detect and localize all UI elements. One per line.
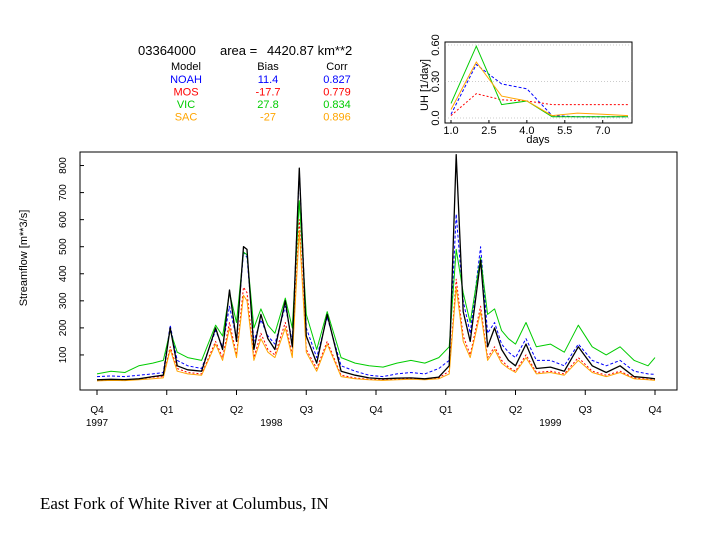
flow-series-lines	[96, 154, 656, 382]
uh-xtick-label-2: 4.0	[519, 125, 534, 137]
uh-line-sac	[450, 61, 629, 117]
uh-ylabel: UH [1/day]	[419, 59, 431, 111]
col-header-model: Model	[171, 61, 201, 73]
flow-xtick-label-5: Q1	[439, 405, 453, 416]
flow-xtick-label-3: Q3	[300, 405, 314, 416]
stats-sac-corr: 0.896	[323, 112, 351, 124]
flow-ytick-label-3: 400	[58, 265, 69, 282]
flow-ytick-label-0: 100	[58, 346, 69, 363]
uh-inset-plot: 1.0 2.5 4.0 5.5 7.0 0.0 0.30 0.60 days UH [1/da…	[419, 34, 633, 146]
flow-year-label-2: 1999	[539, 418, 562, 429]
area-value: 4420.87 km**2	[267, 43, 352, 58]
flow-xtick-label-2: Q2	[230, 405, 244, 416]
stats-mos-corr: 0.779	[323, 87, 351, 99]
flow-line-mos	[96, 219, 656, 382]
flow-xtick-label-8: Q4	[648, 405, 662, 416]
stats-vic-bias: 27.8	[257, 99, 278, 111]
flow-ylabel: Streamflow [m**3/s]	[18, 210, 30, 307]
area-label: area =	[220, 43, 257, 58]
stats-noah-model: NOAH	[170, 74, 202, 86]
flow-ytick-label-2: 300	[58, 292, 69, 309]
stats-rows: NOAH 11.4 0.827 MOS -17.7 0.779 VIC 27.8 0.834 SA…	[170, 74, 351, 124]
flow-line-vic	[96, 200, 656, 375]
flow-xtick-label-0: Q4	[90, 405, 104, 416]
flow-xtick-label-6: Q2	[509, 405, 523, 416]
flow-line-noah	[96, 170, 656, 378]
flow-y-ticks: 100 200 300 400 500 600 700 800	[58, 157, 84, 363]
flow-xtick-label-7: Q3	[579, 405, 593, 416]
stats-sac-model: SAC	[175, 112, 198, 124]
flow-ytick-label-1: 200	[58, 319, 69, 336]
col-header-corr: Corr	[326, 61, 348, 73]
uh-ytick-label-2: 0.60	[430, 34, 442, 55]
flow-xtick-label-4: Q4	[369, 405, 383, 416]
flow-x-ticks: Q4 Q1 Q2 Q3 Q4 Q1 Q2 Q3 Q4	[90, 390, 662, 416]
stats-vic-corr: 0.834	[323, 99, 351, 111]
flow-line-sac	[96, 230, 656, 382]
flow-ytick-label-5: 600	[58, 211, 69, 228]
flow-plot-frame	[79, 151, 678, 391]
flow-ytick-label-4: 500	[58, 238, 69, 255]
uh-xlabel: days	[526, 134, 550, 146]
uh-line-vic	[450, 44, 628, 118]
uh-grid	[445, 44, 632, 119]
col-header-bias: Bias	[257, 61, 279, 73]
flow-line-observed	[96, 154, 656, 381]
station-id: 03364000	[138, 43, 196, 58]
stats-sac-bias: -27	[260, 112, 276, 124]
uh-xtick-label-1: 2.5	[481, 125, 496, 137]
uh-xtick-label-3: 5.5	[557, 125, 572, 137]
uh-xtick-label-0: 1.0	[443, 125, 458, 137]
flow-year-label-1: 1998	[260, 418, 283, 429]
stats-noah-bias: 11.4	[258, 74, 279, 86]
stats-noah-corr: 0.827	[323, 74, 351, 86]
stats-header: 03364000 area = 4420.87 km**2 Model Bias…	[138, 43, 352, 124]
flow-year-label-0: 1997	[86, 418, 109, 429]
uh-tick-labels: 1.0 2.5 4.0 5.5 7.0 0.0 0.30 0.60	[430, 34, 610, 137]
flow-ytick-label-7: 800	[58, 157, 69, 174]
uh-xtick-label-4: 7.0	[595, 125, 610, 137]
flow-year-labels: 1997 1998 1999	[86, 418, 562, 429]
stats-vic-model: VIC	[177, 99, 195, 111]
uh-ytick-label-1: 0.30	[430, 71, 442, 92]
uh-ytick-label-0: 0.0	[430, 110, 442, 125]
stats-mos-bias: -17.7	[255, 87, 280, 99]
uh-plot-frame	[444, 41, 633, 124]
flow-xtick-label-1: Q1	[160, 405, 174, 416]
stats-mos-model: MOS	[173, 87, 198, 99]
uh-series-lines	[450, 44, 629, 118]
figure-caption: East Fork of White River at Columbus, IN	[40, 494, 329, 513]
uh-line-mos	[450, 93, 628, 116]
flow-ytick-label-6: 700	[58, 184, 69, 201]
